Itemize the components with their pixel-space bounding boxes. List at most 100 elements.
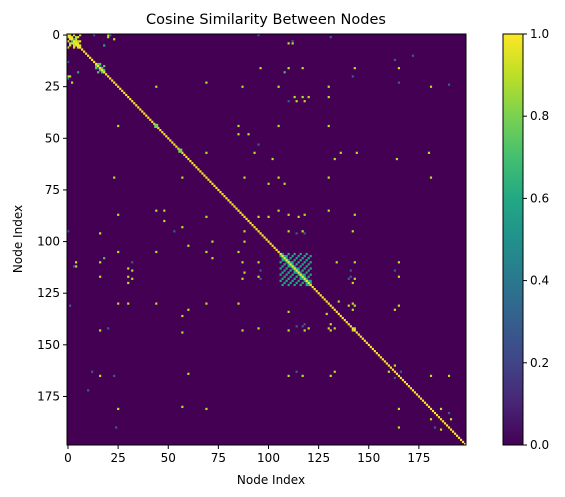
heatmap-cluster-cell — [75, 44, 77, 46]
heatmap-cell — [241, 261, 243, 263]
heatmap-diagonal-cell — [294, 267, 296, 269]
heatmap-cell — [302, 325, 304, 327]
heatmap-diagonal-cell — [233, 205, 235, 207]
heatmap-diagonal-cell — [396, 373, 398, 375]
y-tick-label: 25 — [45, 80, 60, 94]
heatmap-cluster-cell — [304, 276, 306, 278]
heatmap-diagonal-cell — [91, 59, 93, 61]
heatmap-diagonal-cell — [440, 418, 442, 420]
heatmap-diagonal-cell — [376, 352, 378, 354]
heatmap-highlight-cell — [178, 149, 182, 153]
heatmap-cluster-cell — [284, 259, 286, 261]
heatmap-cluster-cell — [310, 280, 312, 282]
x-tick-label: 150 — [357, 451, 380, 465]
heatmap-diagonal-cell — [73, 40, 75, 42]
heatmap-cluster-cell — [73, 46, 75, 48]
heatmap-diagonal-cell — [89, 57, 91, 59]
heatmap-cell — [340, 152, 342, 154]
heatmap-cluster-cell — [79, 40, 81, 42]
heatmap-diagonal-cell — [197, 168, 199, 170]
heatmap-cluster-cell — [300, 284, 302, 286]
heatmap-diagonal-cell — [263, 236, 265, 238]
heatmap-cell — [394, 269, 396, 271]
heatmap-cluster-cell — [288, 284, 290, 286]
x-tick-label: 125 — [307, 451, 330, 465]
heatmap-diagonal-cell — [450, 428, 452, 430]
heatmap-cell — [73, 44, 75, 46]
heatmap-diagonal-cell — [203, 174, 205, 176]
heatmap-cluster-cell — [292, 280, 294, 282]
heatmap-cell — [181, 315, 183, 317]
heatmap-cell — [117, 125, 119, 127]
heatmap-cell — [268, 183, 270, 185]
heatmap-cell — [241, 329, 243, 331]
heatmap-diagonal-cell — [111, 79, 113, 81]
heatmap-diagonal-cell — [418, 395, 420, 397]
heatmap-cell — [113, 177, 115, 179]
heatmap-cluster-cell — [292, 261, 294, 263]
heatmap-cluster-cell — [304, 261, 306, 263]
heatmap-cell — [352, 302, 354, 304]
heatmap-diagonal-cell — [270, 243, 272, 245]
heatmap-diagonal-cell — [165, 135, 167, 137]
heatmap-cluster-cell — [306, 259, 308, 261]
heatmap-cell — [113, 38, 115, 40]
heatmap-cluster-cell — [71, 36, 73, 38]
heatmap-cell — [71, 40, 73, 42]
heatmap-cell — [278, 86, 280, 88]
heatmap-diagonal-cell — [324, 298, 326, 300]
heatmap-diagonal-cell — [390, 367, 392, 369]
heatmap-cell — [308, 96, 310, 98]
heatmap-cell — [103, 44, 105, 46]
heatmap-cell — [430, 375, 432, 377]
heatmap-diagonal-cell — [338, 313, 340, 315]
heatmap-diagonal-cell — [103, 71, 105, 73]
heatmap-cell — [253, 152, 255, 154]
heatmap-cluster-cell — [75, 38, 77, 40]
heatmap-diagonal-cell — [276, 249, 278, 251]
heatmap-cell — [205, 82, 207, 84]
heatmap-cell — [434, 426, 436, 428]
heatmap-cluster-cell — [69, 44, 71, 46]
colorbar-tick-label: 0.0 — [530, 438, 549, 452]
heatmap-diagonal-cell — [75, 42, 77, 44]
heatmap-diagonal-cell — [167, 137, 169, 139]
heatmap-cell — [127, 302, 129, 304]
heatmap-cell — [328, 96, 330, 98]
heatmap-diagonal-cell — [161, 131, 163, 133]
chart-title: Cosine Similarity Between Nodes — [146, 12, 386, 28]
heatmap-diagonal-cell — [105, 73, 107, 75]
heatmap-diagonal-cell — [388, 364, 390, 366]
heatmap-plot-area — [67, 34, 466, 445]
heatmap-diagonal-cell — [183, 154, 185, 156]
heatmap-cell — [398, 67, 400, 69]
heatmap-cluster-cell — [300, 278, 302, 280]
heatmap-diagonal-cell — [314, 288, 316, 290]
heatmap-cluster-cell — [296, 263, 298, 265]
heatmap-cell — [257, 143, 259, 145]
heatmap-diagonal-cell — [99, 67, 101, 69]
heatmap-cell — [155, 302, 157, 304]
heatmap-cell — [268, 216, 270, 218]
heatmap-cell — [99, 65, 101, 67]
heatmap-diagonal-cell — [251, 224, 253, 226]
heatmap-cluster-cell — [290, 269, 292, 271]
heatmap-diagonal-cell — [237, 210, 239, 212]
heatmap-cell — [187, 309, 189, 311]
heatmap-diagonal-cell — [286, 259, 288, 261]
heatmap-cell — [394, 59, 396, 61]
heatmap-diagonal-cell — [199, 170, 201, 172]
heatmap-diagonal-cell — [362, 338, 364, 340]
heatmap-cell — [71, 82, 73, 84]
heatmap-cluster-cell — [310, 261, 312, 263]
heatmap-cluster-cell — [286, 280, 288, 282]
heatmap-diagonal-cell — [426, 404, 428, 406]
heatmap-cluster-cell — [304, 255, 306, 257]
heatmap-cluster-cell — [280, 280, 282, 282]
heatmap-cell — [75, 265, 77, 267]
heatmap-cluster-cell — [95, 67, 97, 69]
y-tick-label: 50 — [45, 131, 60, 145]
heatmap-cell — [257, 216, 259, 218]
heatmap-diagonal-cell — [173, 143, 175, 145]
heatmap-diagonal-cell — [151, 121, 153, 123]
